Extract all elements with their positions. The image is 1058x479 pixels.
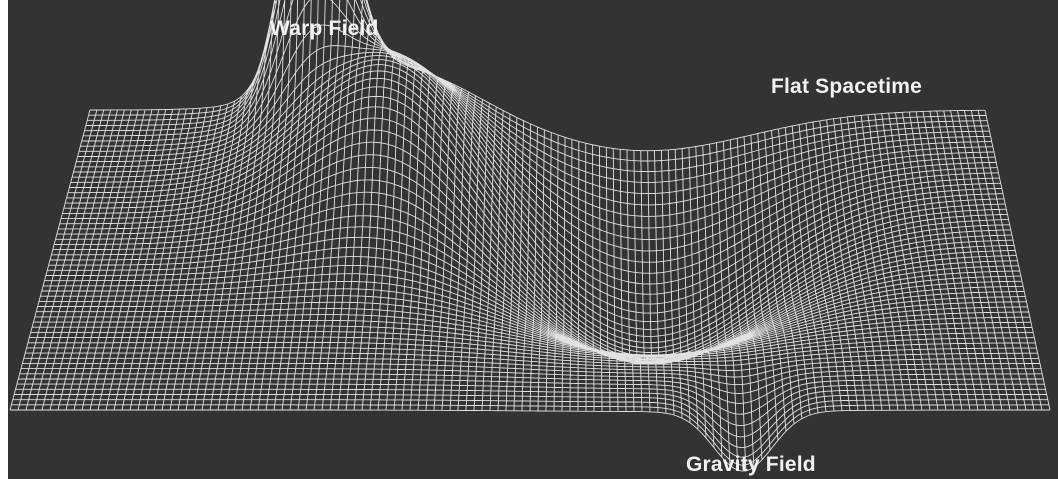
warp-field-label: Warp Field xyxy=(270,17,379,40)
mesh-grid-lines xyxy=(9,0,1051,472)
mesh-surface-path xyxy=(9,0,1051,472)
flat-spacetime-label: Flat Spacetime xyxy=(771,75,923,98)
gravity-field-label: Gravity Field xyxy=(686,453,816,476)
